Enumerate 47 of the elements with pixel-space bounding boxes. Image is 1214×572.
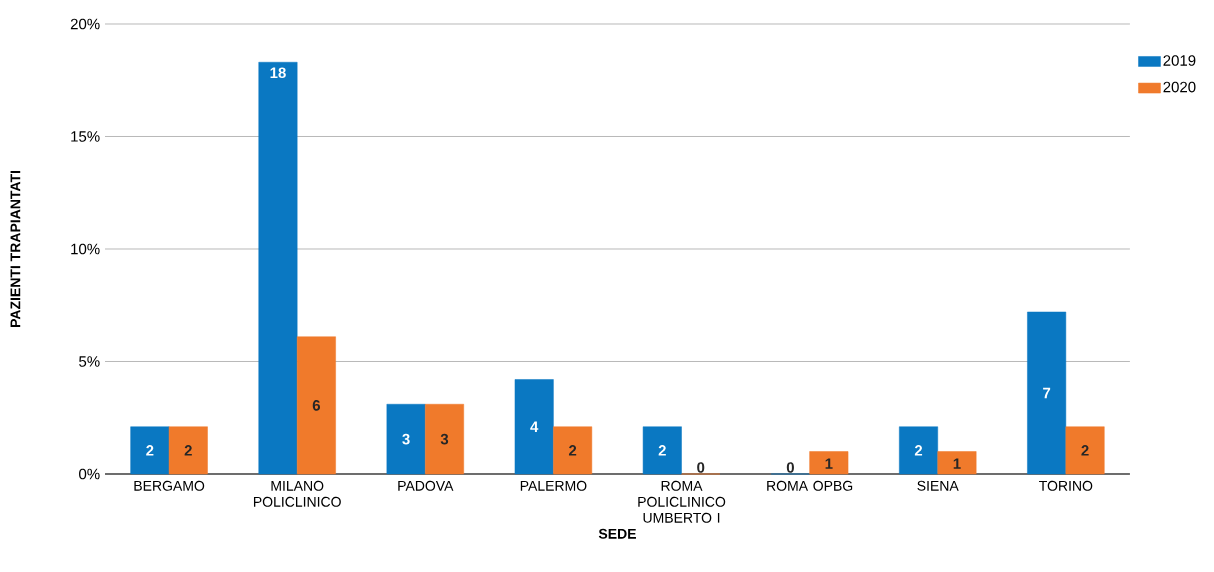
data-label: 2 (1081, 445, 1089, 456)
x-axis-title: SEDE (598, 528, 636, 539)
data-label: 2 (146, 445, 154, 456)
bar (425, 403, 464, 475)
data-label: 0 (697, 462, 705, 473)
data-label: 2 (568, 445, 577, 456)
y-tick-label: 5% (79, 356, 100, 367)
y-tick-label: 20% (70, 18, 100, 30)
x-tick-label: ROMA OPBG (767, 480, 853, 491)
bar (642, 426, 682, 475)
bar (1027, 311, 1067, 475)
data-label: 0 (786, 462, 794, 473)
bar (386, 403, 426, 475)
bar (553, 426, 593, 475)
data-label: 6 (312, 400, 321, 411)
legend-label: 2019 (1163, 55, 1196, 66)
x-tick-label: MILANO POLICLINICO (253, 480, 341, 507)
data-label: 18 (270, 67, 286, 79)
data-label: 7 (1043, 387, 1051, 399)
data-label: 2 (914, 445, 923, 456)
data-label: 2 (658, 445, 666, 456)
legend-label: 2020 (1163, 81, 1196, 93)
bar (514, 379, 554, 475)
data-label: 1 (825, 458, 833, 469)
x-tick-label: TORINO (1039, 480, 1093, 491)
x-tick-label: ROMA POLICLINICO UMBERTO I (638, 480, 726, 523)
data-label: 1 (953, 458, 961, 469)
bar (296, 336, 336, 475)
data-label: 4 (530, 421, 539, 432)
bar (1065, 426, 1105, 475)
data-label: 2 (184, 445, 192, 456)
x-tick-label: BERGAMO (134, 480, 205, 491)
x-tick-label: SIENA (917, 480, 959, 491)
x-tick-label: PADOVA (398, 480, 454, 491)
bar (168, 426, 208, 475)
x-tick-label: PALERMO (520, 480, 587, 491)
bar (130, 426, 170, 475)
bar (899, 426, 938, 475)
bar (809, 451, 849, 475)
bar (258, 61, 298, 475)
y-tick-label: 15% (71, 131, 100, 142)
y-tick-label: 10% (71, 243, 100, 255)
bar (937, 451, 977, 475)
y-tick-label: 0% (79, 468, 100, 480)
data-label: 3 (440, 433, 449, 445)
data-label: 3 (402, 433, 410, 445)
y-axis-title: PAZIENTI TRAPIANTATI (10, 170, 21, 327)
